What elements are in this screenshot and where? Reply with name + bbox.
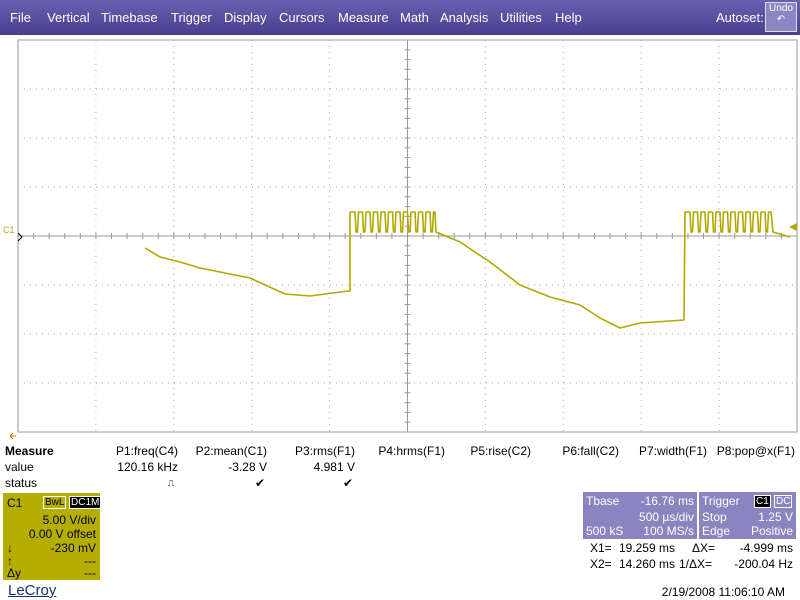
timebase-samples: 500 kS xyxy=(586,524,624,538)
menu-item[interactable]: Measure xyxy=(338,10,389,25)
menu-item[interactable]: Utilities xyxy=(500,10,542,25)
coupling-tag: DC1M xyxy=(69,496,102,509)
trigger-type: Edge xyxy=(702,524,731,538)
undo-icon: ↶ xyxy=(776,14,786,25)
up-value: --- xyxy=(84,554,96,568)
menu-item[interactable]: Analysis xyxy=(440,10,489,25)
menu-item[interactable]: Cursors xyxy=(279,10,325,25)
param-header: P7:width(F1) xyxy=(638,444,707,458)
trigger-title: Trigger xyxy=(702,494,740,508)
delta-value: --- xyxy=(84,566,96,580)
param-header: P3:rms(F1) xyxy=(295,444,355,458)
param-header: P6:fall(C2) xyxy=(562,444,619,458)
cursor-arrow xyxy=(9,432,16,440)
channel-offset: 0.00 V offset xyxy=(28,527,96,541)
waveform xyxy=(144,211,791,329)
channel-marker: C1 xyxy=(3,225,15,235)
channel-scale: 5.00 V/div xyxy=(42,513,96,527)
offset-marker xyxy=(17,232,23,242)
status-check: ✔ xyxy=(255,476,266,490)
delta-symbol: Δy xyxy=(7,566,22,580)
cursor-dx: -4.999 ms xyxy=(739,541,793,555)
param-header: P5:rise(C2) xyxy=(470,444,531,458)
bandwidth-tag: BwL xyxy=(43,496,67,509)
status-row-label: status xyxy=(5,476,38,490)
cursor-dx-label: ΔX= xyxy=(692,541,716,555)
param-value: 120.16 kHz xyxy=(117,460,178,474)
status-check: ✔ xyxy=(343,476,354,490)
menu-item[interactable]: File xyxy=(10,10,31,25)
param-header: P4:hrms(F1) xyxy=(378,444,445,458)
brand: LeCroy xyxy=(8,582,57,599)
cursor-x2: 14.260 ms xyxy=(618,557,675,571)
cursor-x1-label: X1= xyxy=(590,541,612,555)
timestamp: 2/19/2008 11:06:10 AM xyxy=(661,585,785,599)
menu-item[interactable]: Math xyxy=(400,10,429,25)
trigger-slope: Positive xyxy=(750,524,793,538)
trigger-level: 1.25 V xyxy=(758,510,793,524)
timebase-scale: 500 µs/div xyxy=(639,510,694,524)
trigger-mode: Stop xyxy=(702,510,727,524)
cursor-inv: -200.04 Hz xyxy=(734,557,793,571)
cursor-x2-label: X2= xyxy=(590,557,612,571)
channel-name: C1 xyxy=(7,496,23,510)
down-value: -230 mV xyxy=(50,541,96,555)
menu-item[interactable]: Vertical xyxy=(47,10,90,25)
trigger-marker xyxy=(789,223,797,231)
param-header: P8:pop@x(F1) xyxy=(716,444,795,458)
down-symbol: ↓ xyxy=(7,541,13,555)
up-symbol: ↑ xyxy=(7,554,13,568)
menu-bar: File Vertical Timebase Trigger Display C… xyxy=(0,0,800,35)
undo-button[interactable]: Undo ↶ xyxy=(765,2,797,32)
trigger-coupling: DC xyxy=(774,495,793,508)
trigger-box: Trigger C1 DC Stop 1.25 V Edge Positive xyxy=(699,492,796,539)
menu-item[interactable]: Help xyxy=(555,10,582,25)
menu-item[interactable]: Display xyxy=(224,10,267,25)
param-value: 4.981 V xyxy=(313,460,355,474)
trigger-source: C1 xyxy=(754,495,771,508)
timebase-delay: -16.76 ms xyxy=(640,494,694,508)
param-header: P2:mean(C1) xyxy=(195,444,267,458)
measure-title: Measure xyxy=(5,444,54,458)
param-value: -3.28 V xyxy=(228,460,267,474)
autoset-label: Autoset: xyxy=(716,10,764,25)
timebase-box: Tbase -16.76 ms 500 µs/div 500 kS 100 MS… xyxy=(583,492,697,539)
menu-item[interactable]: Trigger xyxy=(171,10,212,25)
status-icon: ⎍ xyxy=(168,478,175,488)
menu-item[interactable]: Timebase xyxy=(101,10,158,25)
timebase-title: Tbase xyxy=(586,494,620,508)
value-row-label: value xyxy=(5,460,34,474)
channel-box: C1 BwL DC1M 5.00 V/div 0.00 V offset ↓ -… xyxy=(3,493,102,580)
timebase-rate: 100 MS/s xyxy=(643,524,694,538)
undo-label: Undo xyxy=(769,3,793,14)
param-header: P1:freq(C4) xyxy=(115,444,178,458)
cursor-x1: 19.259 ms xyxy=(618,541,675,555)
cursor-inv-label: 1/ΔX= xyxy=(679,557,713,571)
